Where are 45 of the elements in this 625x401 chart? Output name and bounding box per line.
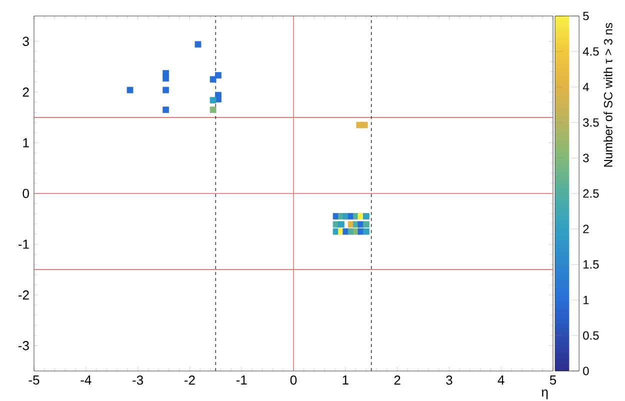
y-tick-label: 3 (22, 36, 29, 46)
color-bar-label: 5 (583, 12, 589, 20)
color-bar-label: 2.5 (583, 189, 599, 198)
point (362, 221, 370, 228)
color-bar-label: 4.5 (582, 47, 599, 56)
point (362, 213, 370, 220)
point (215, 72, 222, 79)
x-tick-label: -4 (80, 376, 92, 384)
x-tick-label: 4 (498, 376, 504, 384)
y-tick-label: -1 (18, 240, 29, 249)
x-tick-label: 3 (446, 376, 452, 385)
x-tick-label: -2 (184, 376, 195, 385)
x-tick-label: 1 (342, 376, 348, 384)
y-tick-label: 1 (23, 138, 29, 148)
color-bar-label: 4 (582, 82, 589, 92)
point (210, 96, 216, 104)
x-axis-title: η (542, 390, 548, 400)
color-bar-label: 2 (583, 224, 589, 234)
color-bar-title: Number of SC with τ > 3 ns (604, 22, 612, 167)
color-bar-label: 0 (583, 366, 589, 376)
color-bar-label: 1 (584, 296, 589, 304)
point (162, 75, 170, 82)
x-tick-label: -1 (236, 376, 247, 384)
point (338, 221, 344, 228)
point (194, 41, 202, 48)
point (210, 106, 216, 114)
y-tick-label: -3 (18, 341, 29, 350)
y-tick-label: 0 (22, 188, 29, 198)
y-tick-label: 2 (22, 88, 29, 97)
point (162, 86, 170, 94)
x-tick-label: 0 (290, 376, 297, 385)
point (210, 76, 216, 83)
color-bar-label: 0.5 (583, 331, 599, 340)
x-tick-label: -5 (28, 376, 40, 385)
point (362, 228, 370, 235)
color-bar-label: 1.5 (584, 260, 599, 269)
x-tick-label: -3 (132, 376, 144, 385)
point (126, 86, 134, 94)
y-tick-label: -2 (18, 290, 29, 300)
color-bar-label: 3 (583, 154, 589, 162)
x-tick-label: 2 (394, 376, 400, 385)
point (162, 106, 170, 114)
point (361, 122, 368, 128)
color-bar-label: 3.5 (583, 118, 599, 127)
x-tick-label: 5 (550, 376, 556, 385)
